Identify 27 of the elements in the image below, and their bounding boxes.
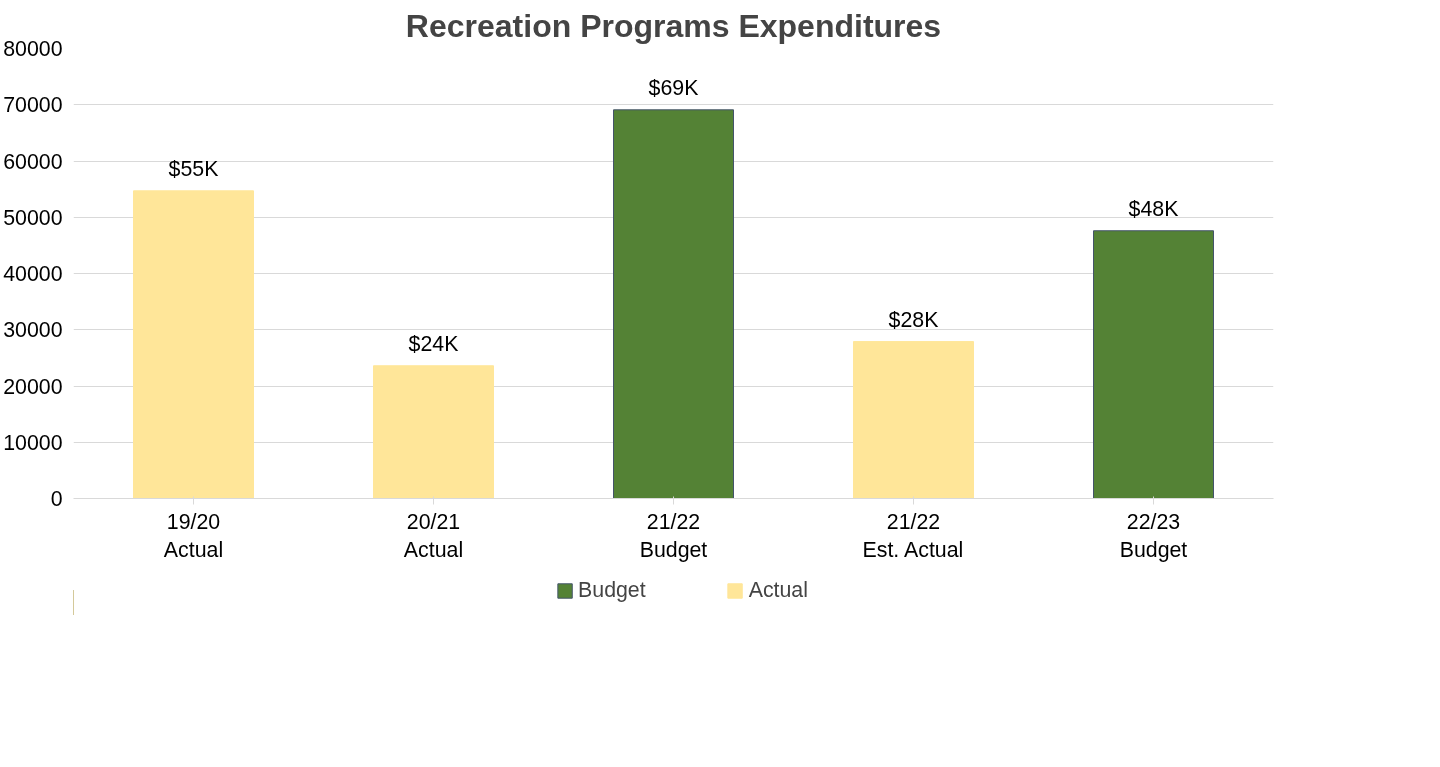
y-tick-label: 10000 (3, 430, 63, 455)
chart-title: Recreation Programs Expenditures (405, 7, 942, 44)
legend-label: Actual (748, 577, 808, 603)
x-tick-label: 19/20 Actual (163, 509, 224, 563)
bar (373, 365, 494, 499)
bar (853, 341, 974, 499)
y-tick-label: 60000 (3, 149, 63, 174)
data-label: $55K (168, 156, 219, 181)
data-label: $69K (648, 75, 699, 100)
x-tick-label: 21/22 Est. Actual (862, 509, 964, 563)
x-tick-label: 21/22 Budget (639, 509, 708, 563)
y-tick-label: 0 (50, 487, 63, 511)
y-tick-label: 70000 (3, 93, 63, 118)
data-label: $24K (408, 331, 459, 356)
data-label: $48K (1128, 196, 1179, 221)
y-tick-label: 30000 (3, 318, 63, 343)
x-tick-label: 22/23 Budget (1119, 509, 1188, 563)
y-tick-label: 80000 (3, 37, 63, 61)
bar (613, 109, 734, 499)
y-tick-label: 50000 (3, 205, 63, 230)
data-label: $28K (888, 307, 939, 332)
y-tick-label: 20000 (3, 374, 63, 399)
y-tick-label: 40000 (3, 262, 63, 286)
x-tick-label: 20/21 Actual (403, 509, 464, 563)
bar (133, 190, 254, 499)
legend-label: Budget (578, 577, 646, 603)
bar (1093, 230, 1214, 499)
